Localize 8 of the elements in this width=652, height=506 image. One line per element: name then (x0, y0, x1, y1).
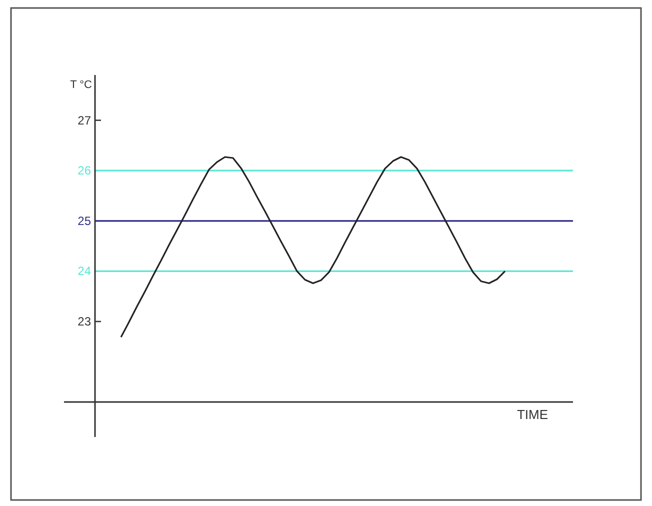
line-series (120, 156, 506, 338)
y-tick-label: 23 (78, 314, 92, 329)
y-tick-label: 25 (78, 214, 92, 228)
y-tick-label: 24 (78, 264, 92, 278)
y-axis-title: T °C (70, 79, 92, 91)
y-tick-label: 27 (78, 113, 92, 128)
x-axis-title: TIME (516, 407, 548, 422)
y-tick-label: 26 (78, 164, 92, 178)
